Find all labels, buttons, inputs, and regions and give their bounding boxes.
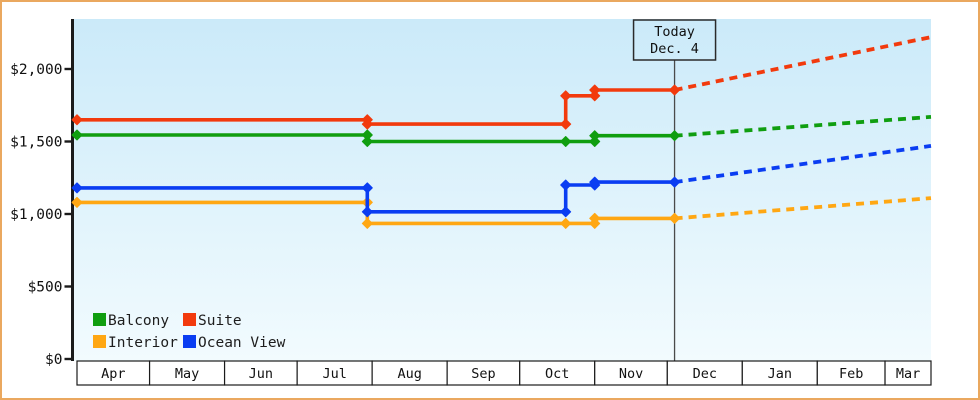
y-tick-label: $1,500 bbox=[10, 135, 62, 151]
month-cell-mar bbox=[884, 360, 932, 386]
today-box bbox=[632, 19, 717, 61]
month-label: May bbox=[175, 366, 199, 382]
month-cell-apr bbox=[76, 360, 151, 386]
series-projection-balcony bbox=[674, 115, 932, 138]
data-point-marker-interior bbox=[361, 217, 373, 229]
data-point-marker-ocean-view bbox=[361, 206, 373, 218]
legend-swatch-balcony bbox=[93, 313, 106, 326]
data-point-marker-interior bbox=[669, 212, 681, 224]
today-label-line1: Today bbox=[654, 24, 695, 40]
legend-swatch-suite bbox=[183, 313, 196, 326]
data-point-marker-suite bbox=[361, 118, 373, 130]
data-point-marker-ocean-view bbox=[71, 182, 83, 194]
data-point-marker-ocean-view bbox=[361, 182, 373, 194]
legend-label-balcony: Balcony bbox=[108, 313, 169, 329]
month-cell-may bbox=[148, 360, 226, 386]
series-projection-ocean-view bbox=[674, 144, 932, 184]
plot-background bbox=[74, 19, 931, 361]
y-tick-label: $0 bbox=[45, 352, 62, 368]
legend-label-interior: Interior bbox=[108, 335, 178, 351]
data-point-marker-balcony bbox=[589, 130, 601, 142]
today-label-line2: Dec. 4 bbox=[650, 41, 699, 57]
month-label: Jul bbox=[322, 366, 346, 382]
month-label: Apr bbox=[101, 366, 125, 382]
data-point-marker-balcony bbox=[71, 129, 83, 141]
data-point-marker-suite bbox=[589, 84, 601, 96]
y-tick-label: $1,000 bbox=[10, 207, 62, 223]
data-point-marker-interior bbox=[71, 196, 83, 208]
data-point-marker-suite bbox=[71, 114, 83, 126]
month-label: Jan bbox=[768, 366, 792, 382]
legend-label-ocean-view: Ocean View bbox=[198, 335, 286, 351]
data-point-marker-ocean-view bbox=[669, 176, 681, 188]
data-point-marker-balcony bbox=[560, 136, 572, 147]
month-cell-sep bbox=[446, 360, 521, 386]
month-label: Jun bbox=[249, 366, 273, 382]
data-point-marker-ocean-view bbox=[589, 176, 601, 188]
data-point-marker-interior bbox=[560, 217, 572, 229]
data-point-marker-suite bbox=[560, 90, 572, 102]
month-label: Nov bbox=[619, 366, 643, 382]
month-label: Sep bbox=[471, 366, 495, 382]
month-label: Oct bbox=[545, 366, 569, 382]
legend-label-suite: Suite bbox=[198, 313, 242, 329]
month-cell-dec bbox=[666, 360, 743, 386]
y-tick-label: $500 bbox=[28, 280, 63, 296]
month-cell-feb bbox=[816, 360, 886, 386]
series-projection-interior bbox=[674, 196, 932, 221]
legend-swatch-interior bbox=[93, 335, 106, 348]
data-point-marker-ocean-view bbox=[560, 206, 572, 218]
legend-swatch-ocean-view bbox=[183, 335, 196, 348]
month-label: Aug bbox=[397, 366, 421, 382]
month-cell-jul bbox=[296, 360, 373, 386]
y-tick-label: $2,000 bbox=[10, 62, 62, 78]
month-cell-nov bbox=[594, 360, 668, 386]
series-projection-suite bbox=[674, 35, 932, 92]
month-cell-aug bbox=[371, 360, 448, 386]
data-point-marker-interior bbox=[589, 212, 601, 224]
month-label: Feb bbox=[839, 366, 863, 382]
data-point-marker-ocean-view bbox=[560, 179, 572, 191]
data-point-marker-balcony bbox=[669, 130, 681, 142]
data-point-marker-balcony bbox=[361, 136, 373, 147]
month-label: Mar bbox=[896, 366, 920, 382]
data-point-marker-suite bbox=[560, 118, 572, 130]
data-point-marker-suite bbox=[669, 84, 681, 96]
month-label: Dec bbox=[693, 366, 717, 382]
month-cell-oct bbox=[519, 360, 596, 386]
month-cell-jun bbox=[223, 360, 298, 386]
